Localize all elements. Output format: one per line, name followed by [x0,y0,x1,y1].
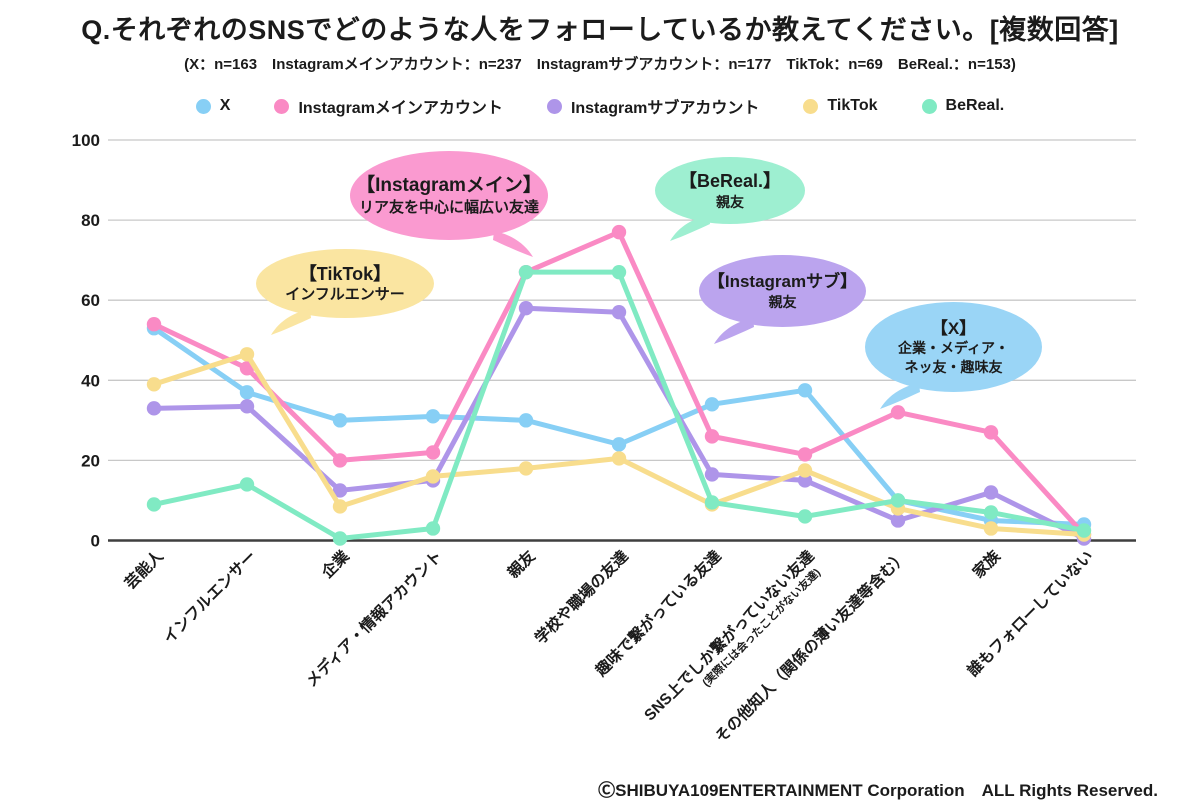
x-category-label: インフルエンサー [160,547,260,647]
y-tick-label: 0 [91,532,100,551]
callout-body: 親友 [716,193,744,210]
callout-body: 親友 [768,293,797,310]
data-point [425,521,441,536]
data-point [890,405,906,420]
data-point [983,425,999,440]
callout-tail-icon [670,215,710,241]
data-point [239,347,255,362]
data-point [146,497,162,512]
callout-title: 【X】 [930,319,977,339]
callout-instagram-main: 【Instagramメイン】 リア友を中心に幅広い友達 [350,151,548,257]
legend-label: BeReal. [945,97,1005,114]
callout-tiktok: 【TikTok】 インフルエンサー [256,249,434,335]
x-category-label: 家族 [968,546,1004,582]
data-point [146,317,162,332]
legend-item-1: Instagramメインアカウント [274,94,503,118]
callout-body: リア友を中心に幅広い友達 [358,198,539,216]
data-point [704,495,720,510]
callout-body: 企業・メディア・ ネッ友・趣味友 [897,340,1010,375]
data-point [983,485,999,500]
legend-item-3: TikTok [803,97,878,115]
data-point [611,437,627,452]
data-point [146,401,162,416]
chart-legend: X Instagramメインアカウント Instagramサブアカウント TikTok… [0,94,1200,118]
callout-tail-icon [880,383,920,409]
data-point [797,473,813,488]
callout-body: インフルエンサー [285,286,405,303]
legend-label: X [219,97,231,114]
data-point [332,483,348,498]
y-tick-label: 100 [72,131,100,150]
data-point [239,399,255,414]
callout-title: 【Instagramサブ】 [707,272,858,292]
callout-bereal: 【BeReal.】 親友 [655,157,805,241]
data-point [611,305,627,320]
y-tick-label: 20 [81,451,100,470]
data-point [704,429,720,444]
data-point [890,513,906,528]
data-point [518,301,534,316]
y-tick-label: 60 [81,291,100,310]
data-point [1076,523,1092,538]
data-point [518,264,534,280]
data-point [425,469,441,484]
x-category-label: 親友 [503,546,539,582]
sample-size-subtitle: (X：n=163 Instagramメインアカウント：n=237 Instagr… [184,56,1016,73]
legend-item-2: Instagramサブアカウント [546,94,760,118]
data-point [425,409,441,424]
data-point [518,413,534,428]
copyright-notice: ⒸSHIBUYA109ENTERTAINMENT Corporation ALL… [598,781,1158,800]
data-point [797,383,813,398]
legend-item-0: X [195,97,231,115]
data-point [611,224,627,240]
data-point [983,521,999,536]
data-point [797,463,813,478]
legend-dot-icon [546,98,562,114]
callout-tail-icon [714,318,754,344]
y-tick-label: 40 [81,371,100,390]
legend-item-4: BeReal. [921,97,1005,115]
legend-label: TikTok [827,97,878,114]
callout-title: 【BeReal.】 [678,171,782,192]
data-point [611,264,627,280]
data-point [704,397,720,412]
data-point [332,413,348,428]
data-point [332,531,348,546]
legend-label: Instagramメインアカウント [298,100,503,117]
data-point [518,461,534,476]
callout-title: 【TikTok】 [298,263,392,284]
legend-label: Instagramサブアカウント [570,100,760,117]
page-title: Q.それぞれのSNSでどのような人をフォローしているか教えてください。[複数回答… [81,15,1119,45]
callout-tail-icon [493,231,533,257]
data-point [425,445,441,460]
legend-dot-icon [921,98,937,114]
data-point [332,453,348,468]
x-category-label: 芸能人 [121,546,168,593]
x-category-label: 企業 [317,546,353,582]
data-point [890,493,906,508]
data-point [332,499,348,514]
x-category-label: 学校や職場の友達 [531,546,632,647]
legend-dot-icon [274,98,290,114]
callout-title: 【Instagramメイン】 [356,174,542,196]
data-point [797,509,813,524]
data-point [239,477,255,492]
data-point [239,385,255,400]
data-point [704,467,720,482]
legend-dot-icon [803,98,819,114]
callout-instagram-sub: 【Instagramサブ】 親友 [699,255,866,344]
data-point [797,447,813,462]
x-category-label: SNS上でしか繋がっていない友達 [640,546,818,724]
legend-dot-icon [195,98,211,114]
data-point [983,505,999,520]
callout-tail-icon [271,309,311,335]
x-category-note: (実際には会ったことがない友達) [699,565,823,689]
data-point [146,377,162,392]
data-point [611,451,627,466]
callout-x: 【X】 企業・メディア・ ネッ友・趣味友 [865,302,1042,409]
y-tick-label: 80 [81,211,100,230]
